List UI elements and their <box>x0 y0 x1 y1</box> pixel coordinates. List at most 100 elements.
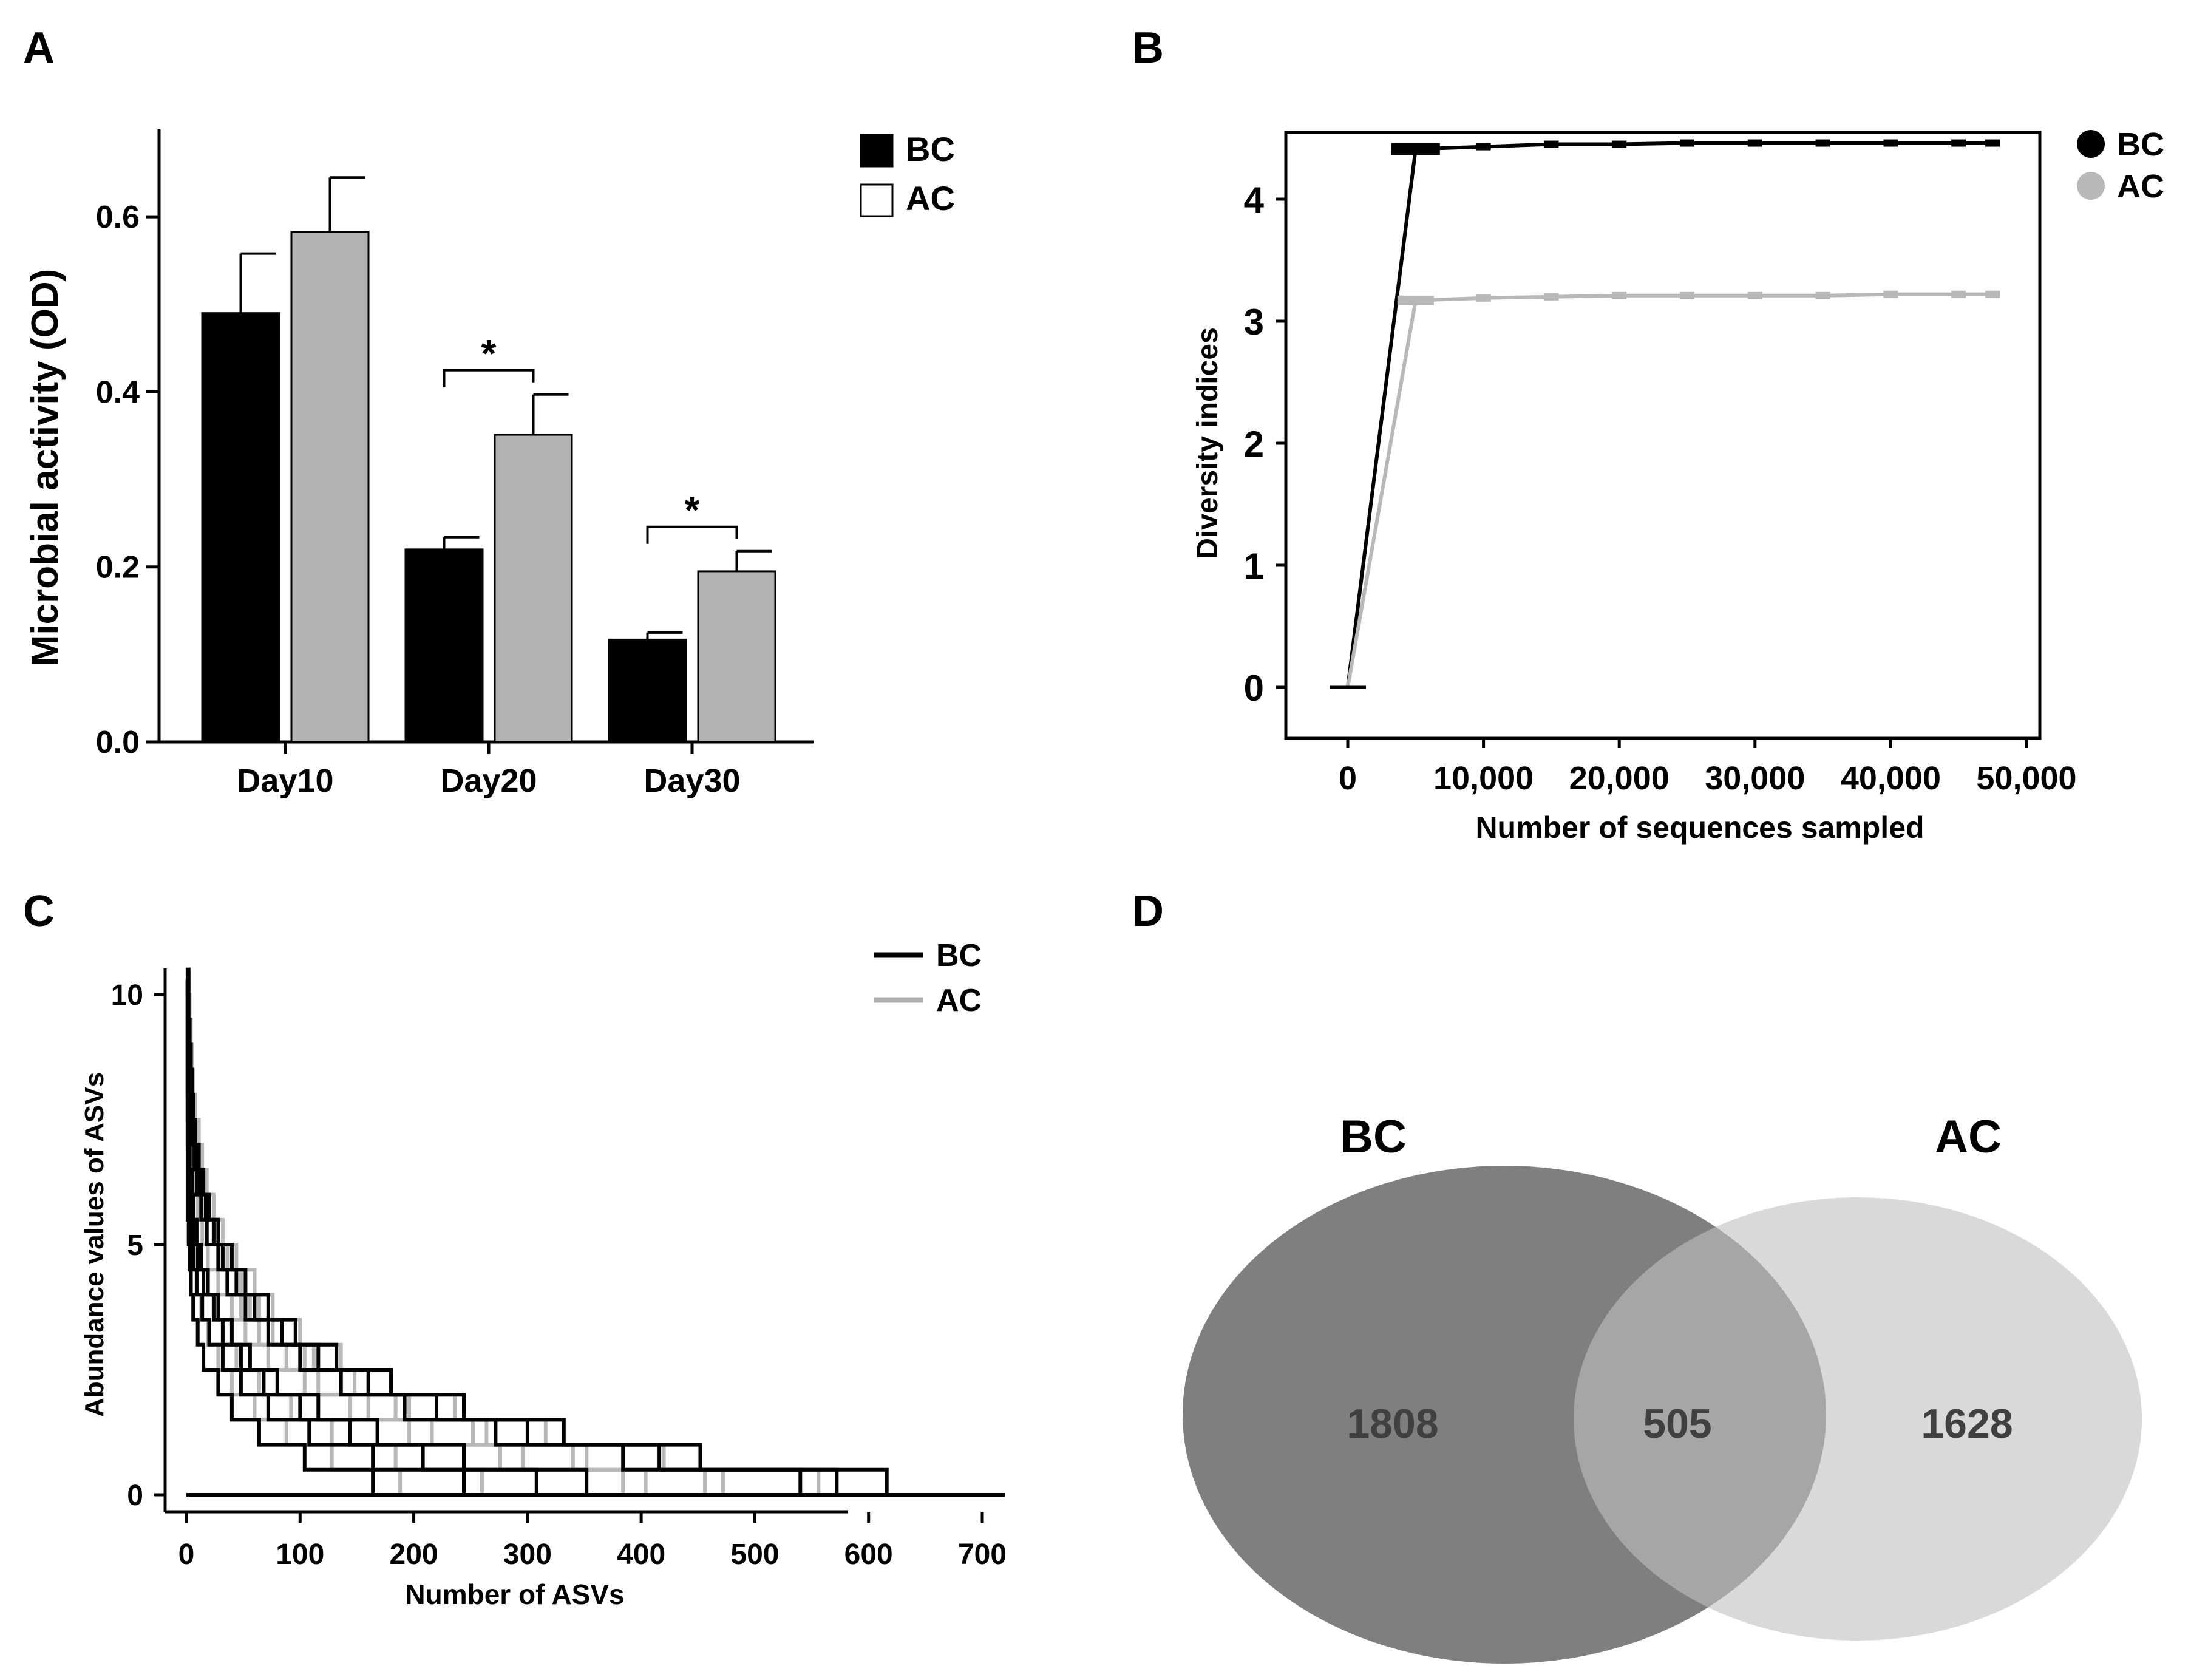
panel-c-ylabel: Abundance values of ASVs <box>80 1072 109 1417</box>
c-curve-bc <box>185 967 1005 1497</box>
a-bar-ac <box>290 231 370 743</box>
b-point-bc <box>1747 139 1762 147</box>
a-bar-bc <box>608 638 687 743</box>
c-x-tick-label: 700 <box>958 1539 1007 1571</box>
b-x-tick-label: 10,000 <box>1433 760 1534 797</box>
a-bar-ac <box>697 570 776 743</box>
b-point-ac <box>1985 290 2000 298</box>
panel-a-ylabel: Microbial activity (OD) <box>24 269 66 667</box>
b-line-bc <box>1346 141 1993 688</box>
venn-ac-circle <box>1574 1197 2142 1641</box>
panel-b: B 0 10,000 20,000 30,000 40,000 50,000 0 1 2 3 4 N… <box>1132 24 2164 845</box>
b-point-ac <box>1747 291 1762 299</box>
c-x-tick-label: 300 <box>503 1539 552 1571</box>
a-x-tick-label: Day10 <box>237 763 333 799</box>
b-point-bc <box>1951 139 1966 147</box>
b-x-tick-label: 0 <box>1339 760 1357 797</box>
a-significance-star: * <box>481 332 497 375</box>
legend-bc-dot <box>2077 130 2105 158</box>
panel-c-xlabel: Number of ASVs <box>405 1579 624 1610</box>
a-y-tick-label: 0.2 <box>96 550 140 585</box>
panel-d-letter: D <box>1132 887 1164 936</box>
panel-c-plot: 0 100 200 300 400 500 600 700 0 5 10 <box>111 967 1007 1571</box>
c-curve-bc <box>185 979 528 1497</box>
c-x-tick-label: 500 <box>730 1539 779 1571</box>
venn-ac-only-count: 1628 <box>1921 1401 2013 1447</box>
c-x-tick-label: 600 <box>844 1539 893 1571</box>
legend-ac-swatch <box>860 183 894 217</box>
panel-a: A 0.0 0.2 0.4 0.6 Day10 Day20 Day30 * * Microbia… <box>23 24 955 799</box>
b-x-tick-label: 40,000 <box>1841 760 1941 797</box>
legend-bc-label: BC <box>936 938 982 973</box>
panel-b-frame <box>1284 131 2042 740</box>
a-significance-bracket <box>646 525 738 544</box>
panel-d: D BC AC 1808 505 1628 <box>1132 887 2142 1664</box>
b-x-tick-label: 50,000 <box>1976 760 2076 797</box>
c-y-tick-label: 10 <box>111 979 143 1012</box>
panel-b-plot: 0 10,000 20,000 30,000 40,000 50,000 0 1 2 3 4 <box>1244 139 2077 797</box>
venn-bc-title: BC <box>1340 1111 1407 1163</box>
panel-c: C 0 100 200 300 400 500 600 700 0 5 10 Number of A… <box>23 887 1007 1610</box>
b-point-ac <box>1951 290 1966 298</box>
b-point-bc <box>1612 140 1627 148</box>
legend-bc-label: BC <box>2117 126 2164 163</box>
b-x-tick-label: 20,000 <box>1569 760 1670 797</box>
panel-a-letter: A <box>23 24 55 72</box>
venn-bc-only-count: 1808 <box>1347 1401 1438 1447</box>
c-y-tick-label: 0 <box>127 1480 143 1512</box>
venn-ac-title: AC <box>1935 1111 2002 1163</box>
c-curve-ac <box>185 979 698 1497</box>
a-significance-star: * <box>685 488 700 532</box>
a-y-tick-label: 0.4 <box>96 375 140 410</box>
legend-ac-dot <box>2077 172 2105 200</box>
b-point-ac <box>1544 293 1559 301</box>
c-curve-bc <box>185 979 664 1497</box>
b-point-bc <box>1476 143 1491 151</box>
legend-ac-label: AC <box>936 983 982 1018</box>
b-y-tick-label: 4 <box>1244 180 1265 220</box>
c-x-tick-label: 100 <box>276 1539 324 1571</box>
a-bar-bc <box>404 548 484 743</box>
b-point-ac <box>1883 290 1898 298</box>
c-curve-ac <box>185 967 914 1497</box>
c-curve-ac <box>185 967 789 1497</box>
b-point-ac <box>1815 291 1830 299</box>
b-point-bc <box>1680 139 1694 147</box>
venn-intersection-count: 505 <box>1643 1401 1711 1447</box>
b-x-tick-label: 30,000 <box>1705 760 1805 797</box>
a-x-tick-label: Day30 <box>644 763 740 799</box>
panel-c-letter: C <box>23 887 55 936</box>
c-curve-bc <box>185 979 914 1497</box>
b-point-ac <box>1612 291 1627 299</box>
c-x-tick-label: 400 <box>617 1539 665 1571</box>
panel-a-legend: BC AC <box>860 130 955 217</box>
panel-b-legend: BC AC <box>2077 126 2164 205</box>
a-x-tick-label: Day20 <box>440 763 537 799</box>
b-point-bc <box>1883 139 1898 147</box>
panel-b-xlabel: Number of sequences sampled <box>1475 811 1924 845</box>
panel-c-legend: BC AC <box>874 938 982 1018</box>
c-y-tick-label: 5 <box>127 1229 143 1262</box>
b-point-bc <box>1815 139 1830 147</box>
c-curve-bc <box>185 979 420 1497</box>
c-x-tick-label: 200 <box>390 1539 438 1571</box>
legend-bc-swatch <box>860 134 894 168</box>
b-y-tick-label: 3 <box>1244 302 1264 342</box>
legend-bc-label: BC <box>906 130 955 168</box>
b-point-bc <box>1544 140 1559 148</box>
c-curve-ac <box>185 979 539 1497</box>
b-line-ac <box>1346 292 1993 688</box>
a-bar-bc <box>201 312 280 743</box>
panel-b-ylabel: Diversity indices <box>1192 327 1224 559</box>
b-first-point-bc <box>1391 143 1440 155</box>
a-y-tick-label: 0.6 <box>96 200 140 235</box>
b-y-tick-label: 2 <box>1244 424 1264 464</box>
legend-ac-label: AC <box>2117 168 2164 205</box>
b-point-ac <box>1680 291 1694 299</box>
panel-b-letter: B <box>1132 24 1164 72</box>
b-first-point-ac <box>1397 295 1434 305</box>
c-x-tick-label: 0 <box>178 1539 195 1571</box>
panel-a-plot: 0.0 0.2 0.4 0.6 Day10 Day20 Day30 * * <box>96 129 814 799</box>
legend-ac-label: AC <box>906 179 955 217</box>
